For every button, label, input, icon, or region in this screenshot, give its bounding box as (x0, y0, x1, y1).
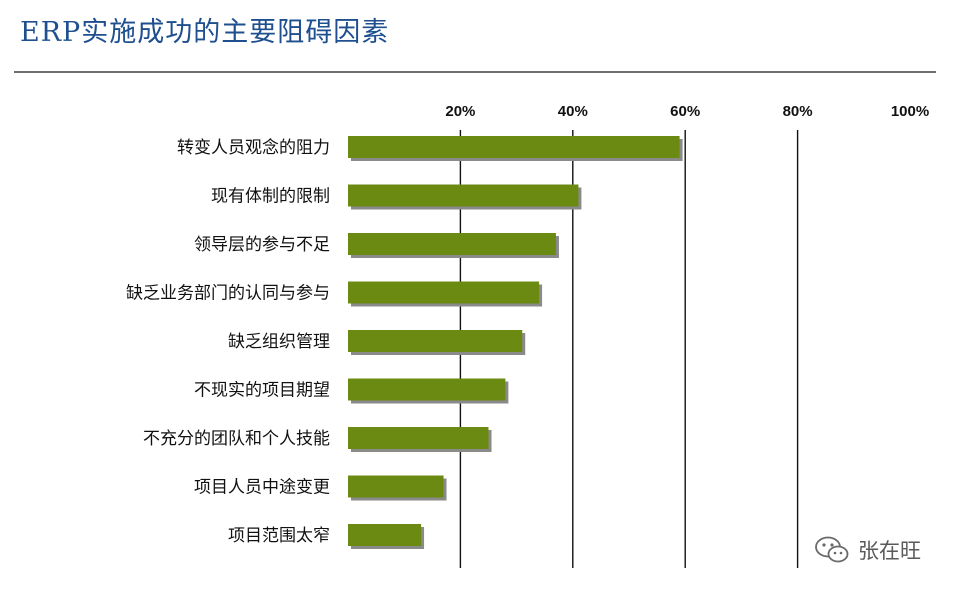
x-tick-label: 60% (670, 103, 700, 120)
bar (348, 233, 556, 255)
title-divider (14, 71, 936, 73)
category-label: 缺乏业务部门的认同与参与 (126, 284, 330, 304)
category-label: 项目范围太窄 (228, 526, 330, 546)
x-tick-label: 20% (445, 103, 475, 120)
bar (348, 281, 540, 304)
category-label: 不现实的项目期望 (194, 381, 330, 401)
bar (348, 184, 579, 207)
category-label: 转变人员观念的阻力 (177, 137, 330, 158)
category-label: 不充分的团队和个人技能 (143, 429, 330, 449)
category-label: 缺乏组织管理 (228, 332, 330, 352)
category-label: 领导层的参与不足 (194, 235, 330, 255)
category-label: 项目人员中途变更 (194, 478, 330, 498)
x-tick-label: 40% (558, 103, 588, 120)
x-tick-label: 100% (891, 103, 929, 120)
watermark-text: 张在旺 (858, 539, 921, 563)
wechat-icon (815, 536, 849, 563)
slide-title: ERP实施成功的主要阻碍因素 (20, 17, 390, 48)
bar (348, 524, 422, 546)
x-tick-label: 80% (783, 103, 813, 120)
bar (348, 330, 523, 352)
bar (348, 427, 489, 449)
category-label: 现有体制的限制 (211, 187, 330, 207)
watermark: 张在旺 (814, 534, 921, 566)
bar (348, 136, 680, 158)
bar (348, 378, 506, 401)
bar (348, 475, 444, 498)
